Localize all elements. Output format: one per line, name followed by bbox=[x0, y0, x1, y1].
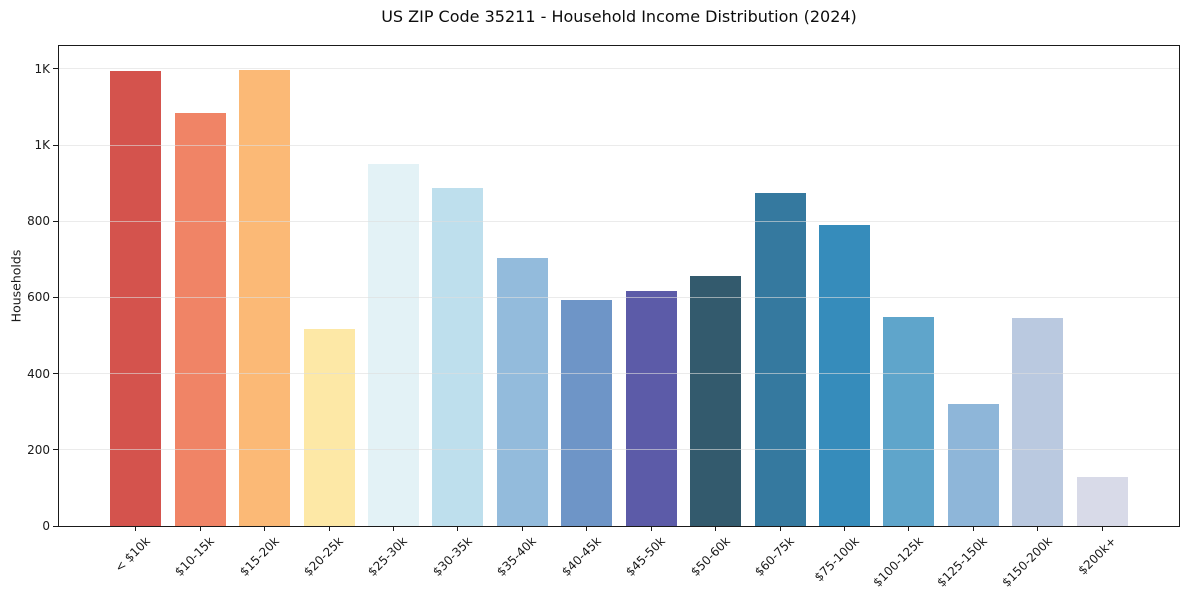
y-tick bbox=[53, 373, 58, 375]
x-tick bbox=[844, 526, 846, 531]
bar-50-60k bbox=[690, 275, 742, 526]
chart-title: US ZIP Code 35211 - Household Income Dis… bbox=[381, 7, 857, 26]
y-tick bbox=[53, 296, 58, 298]
x-tick bbox=[199, 526, 201, 531]
y-tick-label: 1K bbox=[34, 138, 50, 153]
y-tick bbox=[53, 68, 58, 70]
y-tick bbox=[53, 449, 58, 451]
x-tick bbox=[650, 526, 652, 531]
bar-35-40k bbox=[496, 257, 548, 526]
bar-60-75k bbox=[754, 193, 806, 526]
y-tick-label: 600 bbox=[27, 290, 50, 305]
gridline bbox=[59, 144, 1179, 146]
bar-75-100k bbox=[819, 224, 871, 526]
bar-25-30k bbox=[367, 164, 419, 526]
x-tick bbox=[457, 526, 459, 531]
x-tick bbox=[392, 526, 394, 531]
gridline bbox=[59, 220, 1179, 222]
plot-area bbox=[53, 45, 1180, 531]
x-tick bbox=[1037, 526, 1039, 531]
y-tick bbox=[53, 525, 58, 527]
gridline bbox=[59, 296, 1179, 298]
x-tick bbox=[972, 526, 974, 531]
x-tick bbox=[328, 526, 330, 531]
y-tick bbox=[53, 144, 58, 146]
bar-10-15k bbox=[174, 113, 226, 526]
bar-10k bbox=[110, 70, 162, 526]
x-tick bbox=[135, 526, 137, 531]
x-tick bbox=[521, 526, 523, 531]
y-axis-label: Households bbox=[8, 249, 24, 323]
bar-30-35k bbox=[432, 188, 484, 526]
y-tick-label: 400 bbox=[27, 366, 50, 381]
x-tick bbox=[264, 526, 266, 531]
bar-45-50k bbox=[625, 291, 677, 526]
bar-125-150k bbox=[947, 404, 999, 526]
bar-100-125k bbox=[883, 317, 935, 526]
gridline bbox=[59, 373, 1179, 375]
x-tick bbox=[779, 526, 781, 531]
bar-15-20k bbox=[239, 70, 291, 526]
bar-150-200k bbox=[1012, 318, 1064, 526]
x-tick bbox=[715, 526, 717, 531]
x-tick bbox=[908, 526, 910, 531]
y-tick-label: 0 bbox=[42, 519, 50, 533]
x-tick bbox=[1101, 526, 1103, 531]
y-tick-label: 200 bbox=[27, 442, 50, 457]
bar-40-45k bbox=[561, 300, 613, 526]
x-tick-label: < $10k bbox=[111, 534, 153, 575]
y-tick-label: 800 bbox=[27, 214, 50, 229]
gridline bbox=[59, 68, 1179, 70]
bar-200k+ bbox=[1076, 477, 1128, 526]
bar-20-25k bbox=[303, 329, 355, 526]
x-tick bbox=[586, 526, 588, 531]
gridline bbox=[59, 449, 1179, 451]
y-tick bbox=[53, 220, 58, 222]
y-tick-label: 1K bbox=[34, 61, 50, 76]
